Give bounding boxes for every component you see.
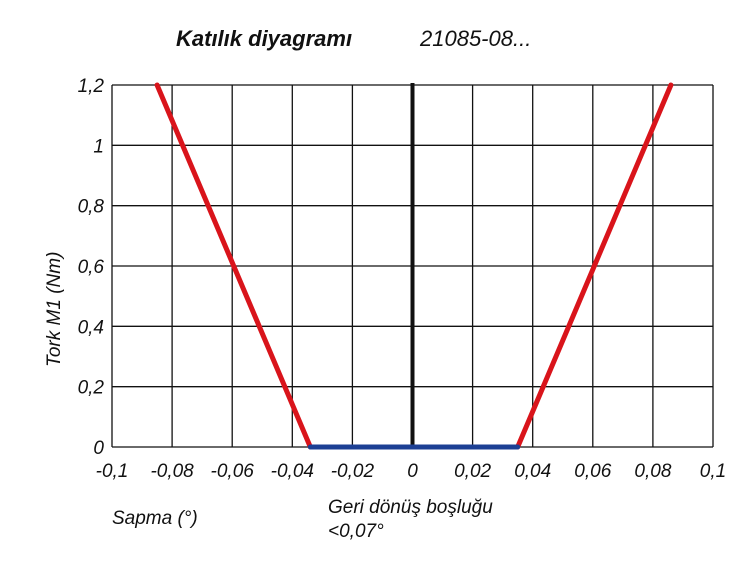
- backlash-annotation: Geri dönüş boşluğu <0,07°: [328, 496, 493, 544]
- y-axis-label: Tork M1 (Nm): [44, 251, 65, 367]
- chart-subtitle: 21085-08...: [420, 26, 532, 51]
- y-tick-labels: 0 0,2 0,4 0,6 0,8 1 1,2: [78, 76, 105, 459]
- y-tick-label: 0: [93, 438, 104, 459]
- chart-title: Katılık diyagramı: [176, 26, 353, 51]
- series-lines: [154, 82, 674, 450]
- y-tick-label: 0,4: [78, 317, 104, 338]
- series-line-left-stiffness: [154, 82, 313, 450]
- x-tick-label: -0,02: [331, 461, 375, 482]
- x-tick-labels: -0,1 -0,08 -0,06 -0,04 -0,02 0 0,02 0,04 0,06 0,0…: [96, 461, 727, 482]
- x-tick-label: 0,06: [574, 461, 611, 482]
- y-tick-label: 1,2: [78, 76, 105, 97]
- series-line-right-stiffness: [515, 82, 674, 450]
- x-tick-label: 0,08: [634, 461, 671, 482]
- x-tick-label: 0,1: [700, 461, 726, 482]
- y-tick-label: 1: [93, 136, 104, 157]
- x-tick-label: -0,1: [96, 461, 129, 482]
- backlash-annotation-line2: <0,07°: [328, 521, 384, 542]
- y-tick-label: 0,2: [78, 378, 105, 399]
- backlash-annotation-line1: Geri dönüş boşluğu: [328, 497, 493, 518]
- x-tick-label: 0,02: [454, 461, 491, 482]
- x-tick-label: -0,04: [271, 461, 314, 482]
- x-tick-label: -0,08: [150, 461, 194, 482]
- x-tick-label: 0,04: [514, 461, 551, 482]
- x-tick-label: 0: [407, 461, 418, 482]
- x-tick-label: -0,06: [211, 461, 255, 482]
- y-tick-label: 0,6: [78, 257, 105, 278]
- x-axis-label: Sapma (°): [112, 508, 198, 529]
- y-tick-label: 0,8: [78, 197, 105, 218]
